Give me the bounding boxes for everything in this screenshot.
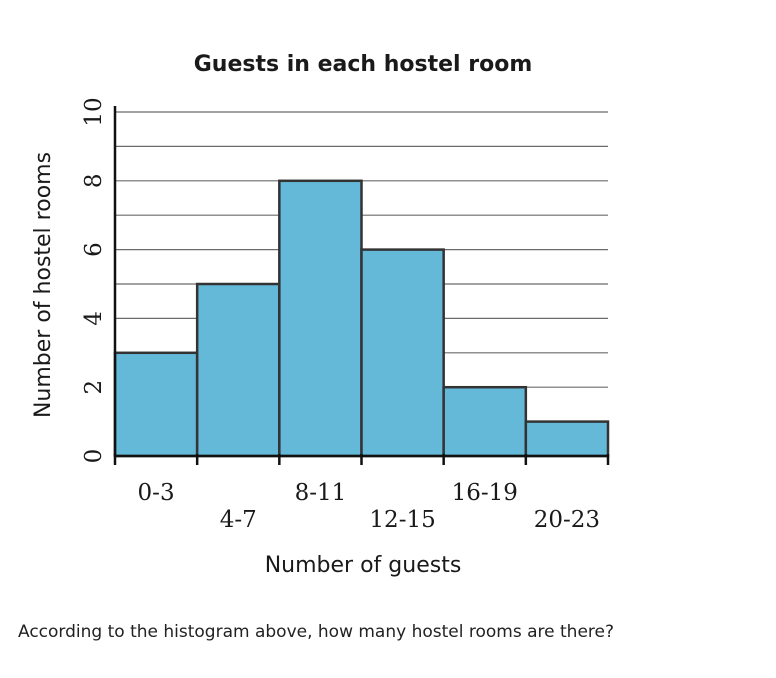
y-tick-label: 0 (81, 449, 107, 464)
x-tick-label: 8-11 (295, 480, 347, 506)
chart-title: Guests in each hostel room (194, 52, 533, 77)
bar-12-15 (360, 248, 445, 458)
x-tick-label: 0-3 (138, 480, 175, 506)
y-tick-label: 8 (81, 173, 107, 188)
bar-16-19 (442, 385, 528, 458)
y-axis-label: Number of hostel rooms (31, 152, 56, 418)
bar-0-3 (113, 351, 199, 458)
y-tick-label: 4 (81, 311, 107, 326)
bar-8-11 (278, 179, 363, 458)
x-tick-label: 20-23 (534, 507, 600, 533)
y-tick-labels: 0 2 4 6 8 10 (81, 97, 107, 463)
bar-4-7 (195, 282, 281, 458)
y-tick-label: 10 (81, 97, 107, 126)
histogram-chart: 0 2 4 6 8 10 0-3 4-7 8-11 12-15 16-19 20-23 Guests… (31, 52, 610, 578)
x-tick-labels: 0-3 4-7 8-11 12-15 16-19 20-23 (138, 480, 601, 533)
x-tick-label: 16-19 (452, 480, 518, 506)
question-text: According to the histogram above, how ma… (18, 622, 615, 642)
y-tick-label: 2 (81, 380, 107, 395)
x-axis-label: Number of guests (265, 553, 462, 578)
axes (113, 106, 610, 465)
bar-20-23 (524, 420, 610, 458)
x-tick-label: 12-15 (369, 507, 435, 533)
x-tick-label: 4-7 (220, 507, 257, 533)
y-tick-label: 6 (81, 242, 107, 257)
